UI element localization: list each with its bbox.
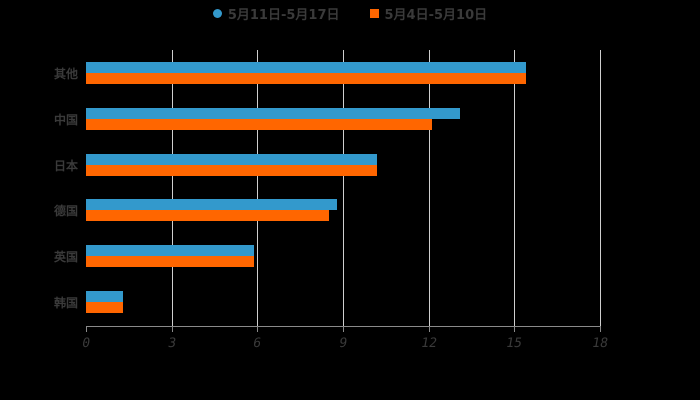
x-tick bbox=[343, 326, 344, 332]
category-label: 其他 bbox=[53, 67, 78, 81]
legend-circle-icon bbox=[212, 9, 222, 18]
gridline bbox=[257, 50, 259, 326]
plot-area bbox=[86, 50, 601, 326]
x-tick-label: 3 bbox=[166, 336, 177, 351]
bar[interactable] bbox=[86, 73, 526, 84]
x-tick-label: 18 bbox=[590, 336, 610, 351]
legend-label: 5月11日-5月17日 bbox=[227, 8, 340, 23]
bar[interactable] bbox=[86, 62, 526, 73]
legend-square-icon bbox=[369, 9, 379, 18]
x-tick bbox=[171, 326, 173, 332]
bar[interactable] bbox=[86, 153, 378, 165]
legend-label: 5月4日-5月10日 bbox=[384, 8, 488, 23]
x-tick-label: 15 bbox=[505, 336, 524, 351]
legend: 5月11日-5月17日 5月4日-5月10日 bbox=[0, 4, 700, 23]
x-tick bbox=[257, 326, 259, 332]
category-label: 德国 bbox=[53, 204, 78, 219]
gridline bbox=[600, 50, 601, 326]
bar[interactable] bbox=[86, 291, 124, 302]
category-label: 英国 bbox=[53, 250, 78, 265]
x-tick-label: 6 bbox=[252, 336, 263, 351]
x-tick-label: 9 bbox=[337, 336, 349, 351]
x-tick bbox=[428, 326, 430, 332]
gridline bbox=[171, 50, 173, 326]
category-label: 日本 bbox=[53, 158, 78, 173]
x-tick bbox=[600, 326, 601, 332]
bar[interactable] bbox=[86, 118, 432, 130]
bar[interactable] bbox=[86, 256, 255, 268]
x-tick bbox=[514, 326, 516, 332]
gridline bbox=[428, 50, 430, 326]
bar[interactable] bbox=[86, 245, 255, 257]
legend-item-week2[interactable]: 5月11日-5月17日 bbox=[212, 4, 340, 23]
gridline bbox=[514, 50, 516, 326]
x-tick-label: 12 bbox=[419, 336, 438, 351]
bar[interactable] bbox=[86, 107, 461, 119]
bar[interactable] bbox=[86, 164, 378, 176]
bar[interactable] bbox=[86, 302, 124, 313]
gridline bbox=[343, 50, 344, 326]
x-tick bbox=[86, 326, 87, 332]
legend-item-week1[interactable]: 5月4日-5月10日 bbox=[369, 4, 488, 23]
category-label: 中国 bbox=[53, 112, 78, 127]
x-tick-label: 0 bbox=[80, 336, 92, 351]
category-label: 韩国 bbox=[53, 296, 78, 310]
bar[interactable] bbox=[86, 199, 338, 211]
bar[interactable] bbox=[86, 210, 329, 222]
